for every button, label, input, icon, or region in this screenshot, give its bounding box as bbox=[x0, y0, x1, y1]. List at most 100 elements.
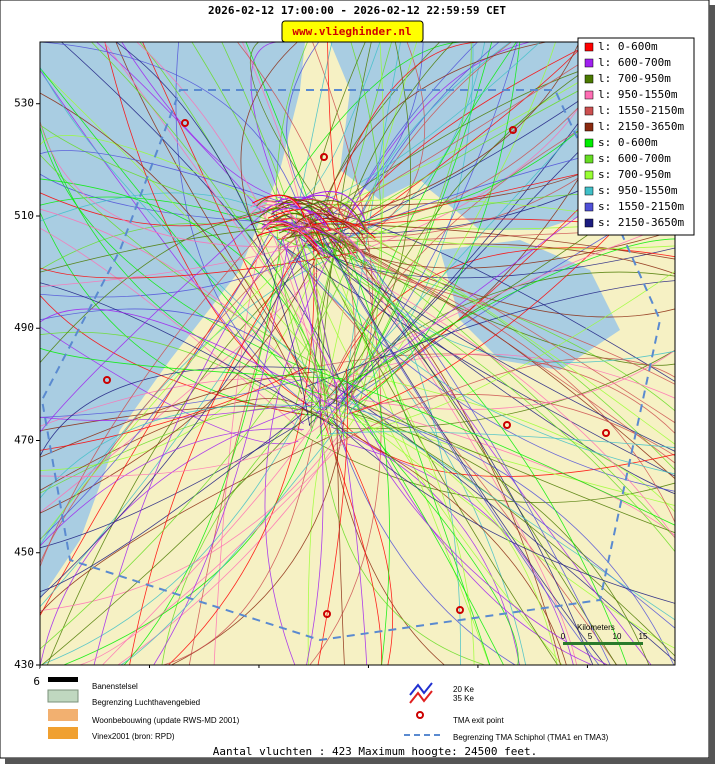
scale-title: Kilometers bbox=[577, 623, 615, 632]
track bbox=[300, 243, 563, 665]
track bbox=[40, 228, 273, 540]
legend-swatch bbox=[584, 74, 594, 84]
track bbox=[296, 213, 364, 236]
key-label: Begrenzing TMA Schiphol (TMA1 en TMA3) bbox=[453, 733, 609, 742]
land bbox=[40, 42, 675, 665]
track bbox=[339, 42, 580, 221]
track bbox=[326, 395, 516, 665]
track bbox=[317, 226, 675, 539]
track bbox=[40, 213, 320, 564]
track bbox=[40, 205, 272, 433]
track bbox=[40, 70, 304, 425]
track bbox=[348, 238, 675, 385]
track bbox=[337, 42, 512, 261]
track bbox=[40, 42, 306, 225]
track bbox=[252, 194, 306, 218]
track bbox=[40, 208, 323, 402]
track bbox=[262, 202, 331, 231]
track bbox=[40, 407, 332, 494]
title: 2026-02-12 17:00:00 - 2026-02-12 22:59:5… bbox=[208, 4, 506, 17]
track bbox=[115, 42, 323, 398]
track bbox=[120, 400, 360, 665]
boundary-icon bbox=[47, 689, 79, 703]
track bbox=[337, 271, 675, 386]
track bbox=[286, 233, 351, 253]
track bbox=[257, 229, 318, 247]
site-link[interactable]: www.vlieghinder.nl bbox=[292, 25, 411, 38]
track bbox=[115, 42, 311, 427]
track bbox=[93, 220, 298, 665]
track bbox=[333, 402, 675, 665]
track bbox=[298, 191, 366, 222]
track bbox=[250, 204, 314, 241]
track bbox=[40, 239, 309, 598]
key-label: Begrenzing Luchthavengebied bbox=[92, 698, 200, 707]
track bbox=[338, 399, 675, 536]
legend-label: s: 1550-2150m bbox=[598, 200, 684, 213]
track bbox=[322, 238, 600, 665]
track bbox=[332, 420, 675, 604]
map bbox=[40, 42, 675, 665]
track bbox=[40, 395, 354, 421]
track bbox=[292, 225, 361, 253]
legend-swatch bbox=[584, 42, 594, 52]
track bbox=[40, 67, 350, 406]
track bbox=[40, 366, 308, 451]
track bbox=[40, 154, 360, 390]
track bbox=[326, 42, 411, 400]
track bbox=[333, 349, 675, 430]
track bbox=[40, 371, 317, 458]
scale-bar: Kilometers 0 5 10 15 bbox=[561, 623, 648, 645]
track bbox=[338, 224, 491, 665]
track bbox=[336, 220, 675, 424]
track bbox=[261, 223, 675, 260]
track bbox=[316, 227, 675, 318]
track bbox=[316, 42, 547, 221]
track bbox=[40, 251, 358, 279]
track bbox=[336, 219, 675, 250]
track bbox=[153, 241, 289, 665]
track bbox=[344, 380, 675, 629]
legend-swatch bbox=[584, 106, 594, 116]
track bbox=[298, 231, 368, 665]
track bbox=[40, 401, 336, 549]
legend-swatch bbox=[584, 218, 594, 228]
legend-swatch bbox=[584, 202, 594, 212]
track bbox=[240, 42, 298, 245]
track bbox=[272, 212, 675, 452]
track bbox=[342, 396, 675, 621]
key-label: Vinex2001 (bron: RPD) bbox=[92, 732, 175, 741]
legend-label: s: 950-1550m bbox=[598, 184, 678, 197]
key-label: Banenstelsel bbox=[92, 682, 138, 691]
y-tick-label: 490 bbox=[14, 321, 34, 334]
track bbox=[320, 412, 382, 665]
track bbox=[319, 42, 418, 432]
track bbox=[271, 215, 675, 495]
key-box bbox=[40, 668, 675, 746]
shadow bbox=[709, 5, 715, 764]
scale-label: 5 bbox=[588, 632, 593, 641]
shadow bbox=[5, 758, 715, 764]
track bbox=[40, 121, 326, 396]
track bbox=[316, 253, 675, 552]
track bbox=[121, 42, 291, 202]
track bbox=[63, 407, 319, 665]
track bbox=[40, 135, 280, 211]
track bbox=[40, 366, 328, 457]
track bbox=[40, 216, 340, 541]
track bbox=[302, 218, 370, 252]
track bbox=[369, 257, 461, 665]
track bbox=[96, 42, 266, 216]
track bbox=[40, 347, 344, 380]
track bbox=[319, 396, 486, 665]
track bbox=[286, 42, 320, 219]
track bbox=[313, 350, 675, 410]
track bbox=[221, 42, 326, 407]
track bbox=[360, 263, 561, 665]
legend-label: l: 600-700m bbox=[598, 56, 671, 69]
track bbox=[102, 378, 339, 665]
track bbox=[79, 436, 349, 665]
legend-swatch bbox=[584, 90, 594, 100]
track bbox=[245, 42, 326, 258]
track bbox=[303, 242, 475, 665]
